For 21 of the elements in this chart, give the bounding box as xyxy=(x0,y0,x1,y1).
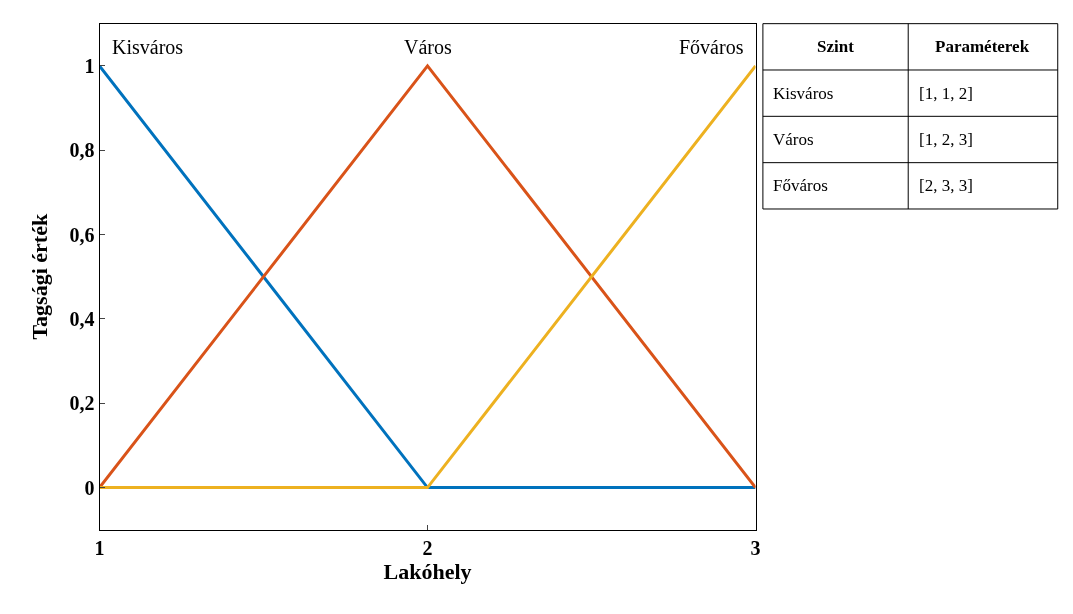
text: Kisváros xyxy=(773,84,834,103)
y-tick-label: 0,6 xyxy=(69,223,95,246)
y-tick-label: 0,4 xyxy=(69,307,95,330)
series-label: Kisváros xyxy=(112,36,184,58)
series-label: Város xyxy=(404,36,452,58)
x-axis-title: Lakóhely xyxy=(383,558,472,584)
text: Város xyxy=(773,130,814,149)
text: Főváros xyxy=(773,176,828,195)
y-tick-label: 0 xyxy=(84,476,95,499)
text: [1, 2, 3] xyxy=(919,130,973,149)
text: [1, 1, 2] xyxy=(919,84,973,103)
y-tick-label: 1 xyxy=(84,54,95,77)
x-tick-label: 3 xyxy=(750,536,761,559)
series-label: Főváros xyxy=(679,36,744,58)
y-axis-title: Tagsági érték xyxy=(27,213,53,340)
x-tick-label: 2 xyxy=(422,536,433,559)
text: [2, 3, 3] xyxy=(919,176,973,195)
text: Szint xyxy=(817,37,855,56)
y-tick-label: 0,8 xyxy=(69,139,95,162)
text: Paraméterek xyxy=(935,37,1030,56)
y-tick-label: 0,2 xyxy=(69,392,95,415)
